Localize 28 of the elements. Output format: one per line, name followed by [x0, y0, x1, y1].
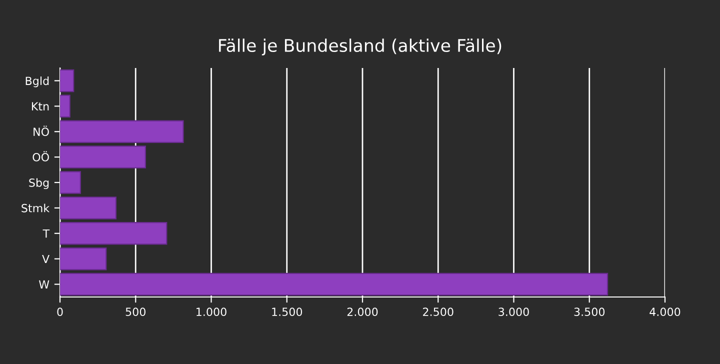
y-tick-label: T [42, 230, 50, 238]
x-tick-label: 2.000 [347, 308, 378, 316]
x-tick-label: 0 [57, 308, 63, 316]
y-tick-label: Ktn [32, 102, 49, 110]
bar [60, 69, 74, 92]
x-tick-label: 4.000 [650, 308, 680, 316]
y-tick-label: Bgld [26, 76, 49, 88]
bar [60, 196, 117, 220]
x-tick-label: 1.500 [272, 308, 302, 316]
y-tick-label: OÖ [32, 151, 49, 162]
y-tick-label: NÖ [34, 126, 49, 136]
x-tick-label: 1.000 [196, 308, 226, 316]
y-tick-label: V [42, 254, 50, 264]
bar [60, 120, 184, 143]
x-tick-label: 3.000 [498, 308, 529, 316]
bar [60, 171, 81, 194]
bar [60, 272, 608, 296]
bar [60, 94, 70, 118]
chart-title: Fälle je Bundesland (aktive Fälle) [219, 38, 502, 56]
x-tick-label: 3.500 [574, 308, 605, 316]
x-tick-label: 2.500 [423, 308, 454, 316]
bar [60, 146, 146, 168]
y-tick-label: Sbg [29, 178, 49, 190]
bar [60, 247, 107, 270]
y-tick-label: W [38, 280, 50, 288]
y-tick-label: Stmk [22, 204, 50, 212]
x-tick-label: 500 [126, 308, 146, 316]
bar [60, 222, 168, 245]
